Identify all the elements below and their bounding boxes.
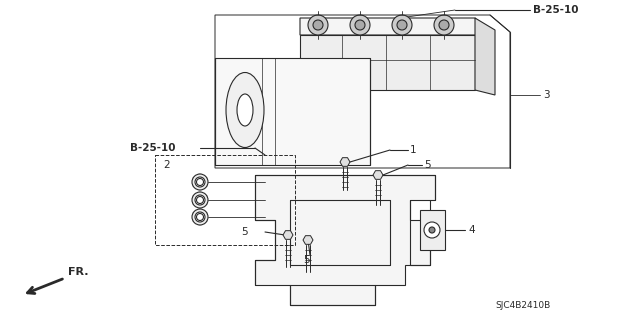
- Circle shape: [439, 20, 449, 30]
- Circle shape: [195, 195, 205, 205]
- Circle shape: [313, 20, 323, 30]
- Circle shape: [429, 227, 435, 233]
- Text: B-25-10: B-25-10: [533, 5, 579, 15]
- Text: 4: 4: [468, 225, 475, 235]
- Text: 5: 5: [241, 227, 248, 237]
- Circle shape: [198, 197, 202, 203]
- Circle shape: [198, 214, 202, 219]
- Circle shape: [424, 222, 440, 238]
- Polygon shape: [420, 210, 445, 250]
- Text: 3: 3: [543, 90, 550, 100]
- Circle shape: [192, 192, 208, 208]
- Ellipse shape: [226, 72, 264, 147]
- Polygon shape: [215, 58, 370, 165]
- Circle shape: [196, 197, 204, 204]
- Text: B-25-10: B-25-10: [130, 143, 175, 153]
- Circle shape: [434, 15, 454, 35]
- Circle shape: [196, 213, 204, 220]
- Polygon shape: [303, 236, 313, 244]
- Circle shape: [192, 209, 208, 225]
- Circle shape: [308, 15, 328, 35]
- Polygon shape: [300, 18, 490, 35]
- Polygon shape: [193, 174, 207, 190]
- Text: 1: 1: [410, 145, 417, 155]
- Circle shape: [195, 212, 205, 222]
- Circle shape: [397, 20, 407, 30]
- Polygon shape: [373, 171, 383, 179]
- Text: 5: 5: [424, 160, 431, 170]
- Text: FR.: FR.: [68, 267, 88, 277]
- Circle shape: [195, 177, 205, 187]
- Circle shape: [196, 179, 204, 186]
- Ellipse shape: [237, 94, 253, 126]
- Polygon shape: [255, 175, 435, 305]
- Circle shape: [392, 15, 412, 35]
- Circle shape: [355, 20, 365, 30]
- Text: SJC4B2410B: SJC4B2410B: [495, 300, 550, 309]
- Circle shape: [192, 174, 208, 190]
- Circle shape: [350, 15, 370, 35]
- Polygon shape: [193, 209, 207, 225]
- Polygon shape: [300, 35, 475, 90]
- Text: 2: 2: [163, 160, 170, 170]
- Polygon shape: [193, 192, 207, 208]
- Polygon shape: [283, 231, 293, 239]
- Circle shape: [198, 180, 202, 184]
- Text: 5: 5: [303, 255, 309, 265]
- Polygon shape: [340, 158, 350, 166]
- Polygon shape: [475, 18, 495, 95]
